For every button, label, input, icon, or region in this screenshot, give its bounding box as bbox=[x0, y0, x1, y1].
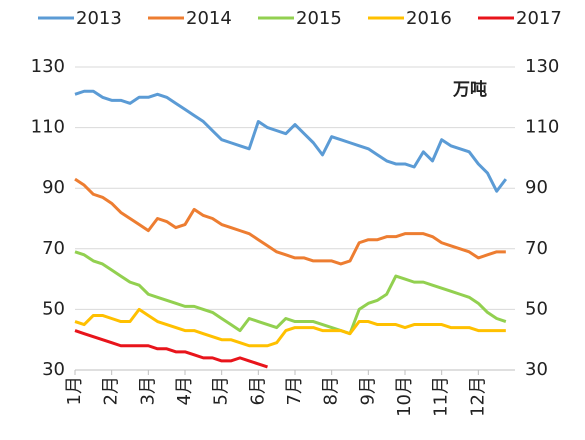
y-tick-label: 70 bbox=[42, 238, 65, 259]
x-tick-label: 4月 bbox=[174, 376, 195, 405]
x-tick-label: 11月 bbox=[431, 376, 452, 417]
legend-label: 2017 bbox=[516, 8, 562, 29]
series-line bbox=[74, 250, 507, 336]
x-tick-label: 10月 bbox=[394, 376, 415, 417]
x-tick-label: 12月 bbox=[467, 376, 488, 417]
legend-label: 2015 bbox=[296, 8, 342, 29]
series-line bbox=[74, 177, 506, 266]
x-tick-label: 2月 bbox=[101, 376, 122, 405]
unit-label: 万吨 bbox=[452, 79, 487, 100]
x-tick-label: 9月 bbox=[357, 376, 378, 405]
x-tick-label: 5月 bbox=[211, 376, 232, 405]
y-tick-label: 50 bbox=[42, 298, 65, 319]
y-tick-label: 130 bbox=[31, 56, 65, 77]
y2-tick-label: 90 bbox=[525, 177, 548, 198]
x-tick-label: 3月 bbox=[137, 376, 158, 405]
series-line bbox=[74, 89, 508, 193]
x-tick-label: 1月 bbox=[64, 376, 85, 405]
y2-tick-label: 30 bbox=[525, 359, 548, 380]
y-tick-label: 30 bbox=[42, 359, 65, 380]
series-line bbox=[74, 329, 268, 369]
series-line bbox=[74, 307, 506, 348]
y2-tick-label: 70 bbox=[525, 238, 548, 259]
y2-tick-label: 130 bbox=[525, 56, 559, 77]
x-tick-label: 6月 bbox=[247, 376, 268, 405]
legend-label: 2016 bbox=[406, 8, 452, 29]
x-tick-label: 8月 bbox=[321, 376, 342, 405]
legend-label: 2013 bbox=[76, 8, 122, 29]
y-tick-label: 110 bbox=[31, 117, 65, 138]
legend-label: 2014 bbox=[186, 8, 232, 29]
y-tick-label: 90 bbox=[42, 177, 65, 198]
y2-tick-label: 50 bbox=[525, 298, 548, 319]
y2-tick-label: 110 bbox=[525, 117, 559, 138]
x-tick-label: 7月 bbox=[284, 376, 305, 405]
